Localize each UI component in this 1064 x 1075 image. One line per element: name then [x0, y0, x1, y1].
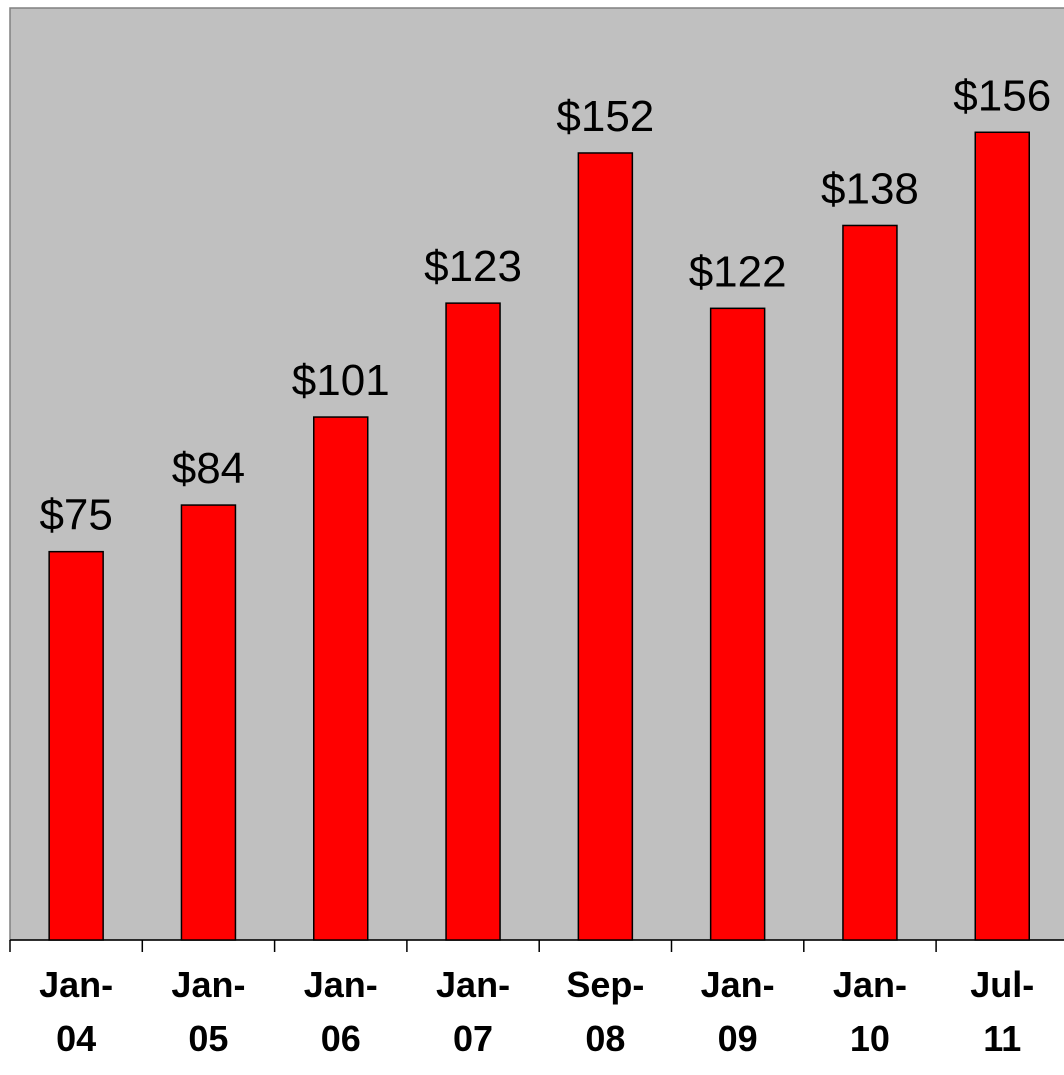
x-tick-label: Jan-06	[303, 964, 378, 1059]
bar	[48, 550, 104, 941]
value-label: $75	[39, 491, 112, 540]
value-label: $101	[292, 356, 390, 405]
bar	[445, 302, 501, 941]
bar	[577, 152, 634, 941]
bar	[709, 307, 766, 941]
bar	[842, 224, 898, 941]
x-tick-label: Jan-09	[700, 964, 775, 1059]
bar	[180, 504, 237, 941]
value-label: $138	[821, 164, 919, 213]
bar	[313, 416, 369, 941]
x-tick-label: Jan-05	[171, 964, 246, 1059]
x-tick-label: Jan-04	[39, 964, 114, 1059]
value-label: $122	[689, 247, 787, 296]
x-tick-label: Jan-07	[436, 964, 511, 1059]
value-label: $152	[556, 92, 654, 141]
x-tick-label: Jan-10	[832, 964, 907, 1059]
x-tick-label: Sep-08	[566, 964, 645, 1059]
plot-area	[9, 7, 1064, 941]
value-label: $84	[172, 444, 245, 493]
bar	[974, 131, 1030, 941]
value-label: $123	[424, 242, 522, 291]
x-tick-label: Jul-11	[970, 964, 1035, 1059]
value-label: $156	[953, 71, 1051, 120]
